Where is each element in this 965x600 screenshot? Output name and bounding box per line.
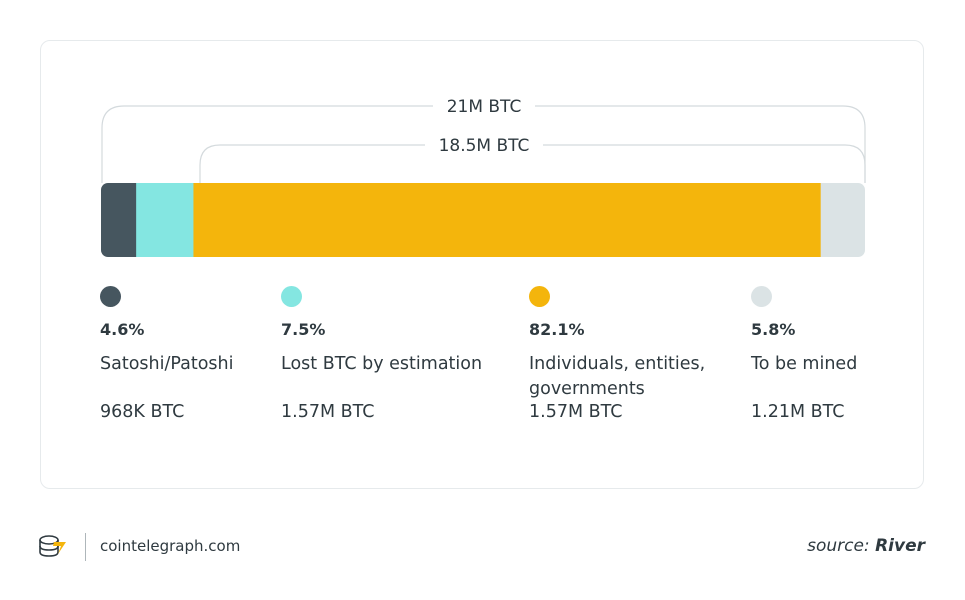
bar-segment-3 xyxy=(193,183,822,257)
source-prefix: source: xyxy=(807,536,870,556)
circulating-label: 18.5M BTC xyxy=(439,136,530,156)
legend-dot xyxy=(751,286,772,307)
legend-label: Satoshi/Patoshi xyxy=(100,354,234,374)
circulating-bracket xyxy=(199,144,866,183)
legend-amount: 1.57M BTC xyxy=(529,402,623,422)
bar-segment-4 xyxy=(820,183,865,257)
legend-percent: 4.6% xyxy=(100,320,145,339)
legend-dot xyxy=(529,286,550,307)
legend-amount: 1.21M BTC xyxy=(751,402,845,422)
bar-segment-1 xyxy=(101,183,137,257)
source-name: River xyxy=(875,536,925,556)
legend-item-4: 5.8% To be mined 1.21M BTC xyxy=(751,286,857,422)
legend-amount: 968K BTC xyxy=(100,402,185,422)
total-label: 21M BTC xyxy=(447,97,522,117)
total-bracket xyxy=(101,105,866,183)
legend-label: Individuals, entities, governments xyxy=(529,354,706,399)
legend-label: To be mined xyxy=(751,354,858,374)
legend-item-1: 4.6% Satoshi/Patoshi 968K BTC xyxy=(100,286,234,422)
bar-segment-2 xyxy=(136,183,194,257)
footer-separator xyxy=(85,533,86,561)
chart-card xyxy=(40,40,924,489)
legend-percent: 7.5% xyxy=(281,320,326,339)
legend-item-2: 7.5% Lost BTC by estimation 1.57M BTC xyxy=(281,286,482,422)
legend-amount: 1.57M BTC xyxy=(281,402,375,422)
legend-label: Lost BTC by estimation xyxy=(281,354,483,374)
footer-source: source: River xyxy=(807,536,925,556)
legend-dot xyxy=(281,286,302,307)
footer-site[interactable]: cointelegraph.com xyxy=(100,537,241,555)
legend-percent: 5.8% xyxy=(751,320,796,339)
cointelegraph-logo xyxy=(38,532,68,562)
legend-dot xyxy=(100,286,121,307)
legend-item-3: 82.1% Individuals, entities, governments 1.… xyxy=(529,286,705,422)
legend-percent: 82.1% xyxy=(529,320,585,339)
